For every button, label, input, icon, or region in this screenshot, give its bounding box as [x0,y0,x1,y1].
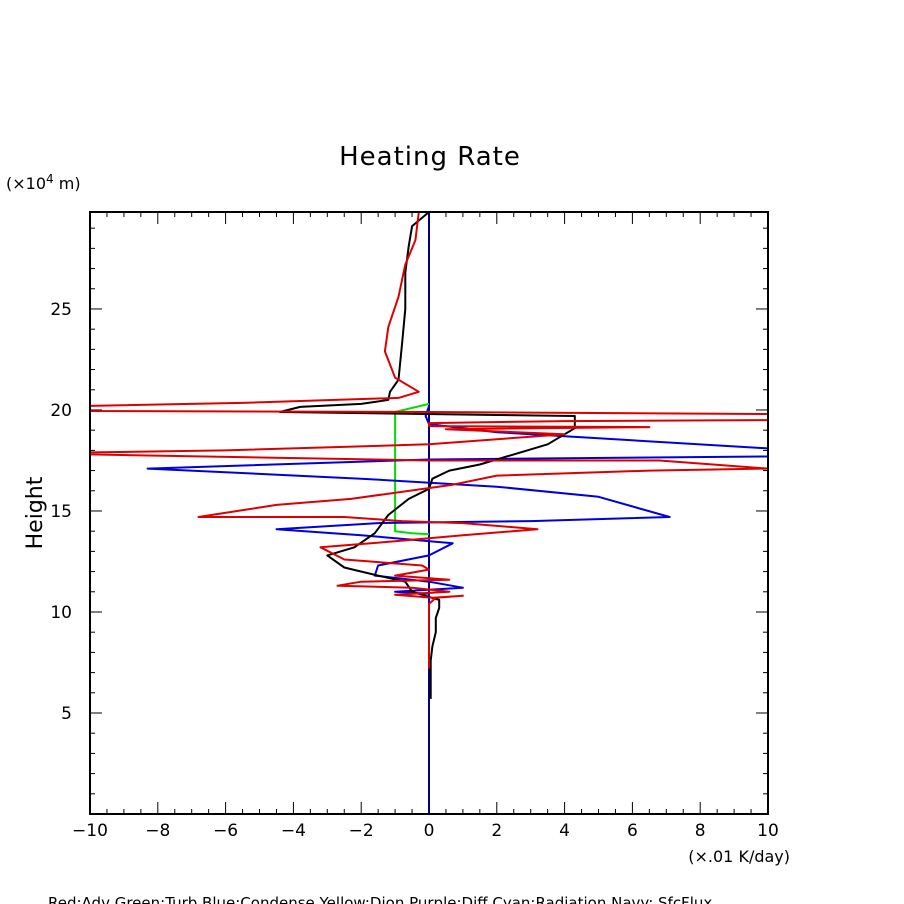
x-tick-label: −4 [281,821,306,841]
x-tick-label: 6 [627,821,638,841]
y-unit-label: (×104 m) [6,172,81,193]
x-tick-label: 8 [695,821,706,841]
y-axis-label: Height [23,476,48,549]
series-line-2 [146,405,769,606]
x-tick-label: −6 [213,821,238,841]
x-tick-label: 4 [559,821,570,841]
x-tick-label: 2 [491,821,502,841]
y-tick-label: 15 [50,502,72,522]
y-tick-label: 25 [50,300,72,320]
x-axis-unit-label: (×.01 K/day) [688,847,790,866]
y-tick-label: 20 [50,401,72,421]
plot-frame [89,211,769,815]
x-tick-label: 10 [757,821,779,841]
x-tick-label: 0 [424,821,435,841]
x-tick-label: −8 [145,821,170,841]
y-tick-label: 10 [50,603,72,623]
series-line-1 [394,402,430,536]
series-group [89,211,769,814]
axis-tick-labels: −10 −8 −6 −4 −2 0 2 4 6 8 10 5 10 15 20 25 [50,300,778,841]
y-tick-label: 5 [61,704,72,724]
x-tick-label: −10 [72,821,108,841]
x-tick-label: −2 [349,821,374,841]
series-line-3 [278,211,576,699]
series-line-4 [89,211,769,669]
legend-text: Red:Adv Green:Turb Blue:Condense Yellow:… [48,894,712,904]
chart-title: Heating Rate [339,142,521,172]
